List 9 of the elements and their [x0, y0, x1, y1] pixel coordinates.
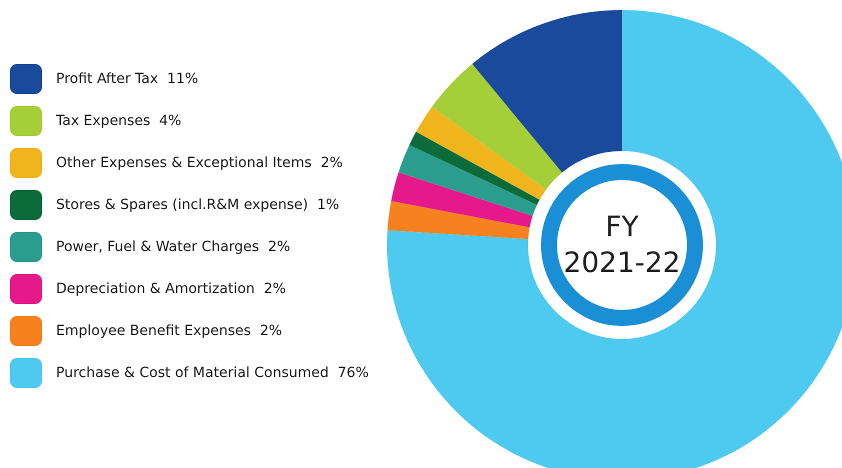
legend-label: Tax Expenses 4%	[56, 113, 182, 129]
legend-label: Profit After Tax 11%	[56, 71, 198, 87]
legend-label: Purchase & Cost of Material Consumed 76%	[56, 365, 369, 381]
legend-label: Power, Fuel & Water Charges 2%	[56, 239, 290, 255]
legend-label: Stores & Spares (incl.R&M expense) 1%	[56, 197, 340, 213]
legend-label: Depreciation & Amortization 2%	[56, 281, 286, 297]
center-ring: FY 2021-22	[541, 164, 703, 326]
legend-label: Employee Benefit Expenses 2%	[56, 323, 282, 339]
legend-label: Other Expenses & Exceptional Items 2%	[56, 155, 343, 171]
